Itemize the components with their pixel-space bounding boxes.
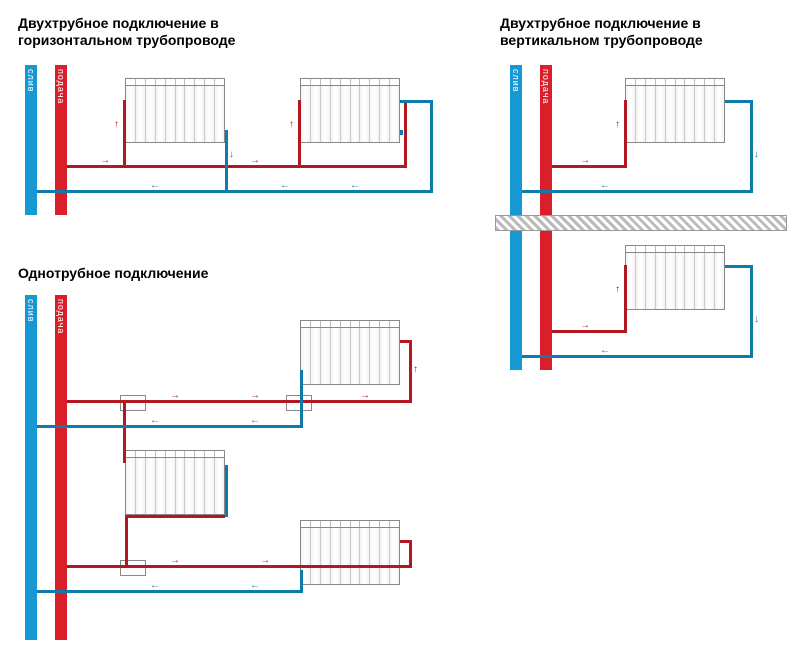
s2-arr: ← [600, 181, 610, 191]
s3-radiator-3 [300, 520, 400, 585]
s2-u-ret-h [522, 190, 752, 193]
s2-l-ret-h [522, 355, 752, 358]
s3-arr: → [260, 556, 270, 566]
s2-u-ret-top [725, 100, 753, 103]
s2-l-ret-top [725, 265, 753, 268]
s3-valve-3 [120, 560, 146, 576]
s1-radiator-2 [300, 78, 400, 143]
floor-slab [495, 215, 787, 231]
s3-radiator-2 [300, 320, 400, 385]
s2-l-sup-v [624, 265, 627, 333]
title-horizontal: Двухтрубное подключение в горизонтальном… [18, 15, 235, 49]
s3-l-sup-endtop [400, 540, 412, 543]
s3-radiator-1 [125, 450, 225, 515]
s3-u-ret-r1h [225, 465, 228, 515]
s2-arr: ← [600, 346, 610, 356]
s3-l-sup-r1 [125, 515, 128, 565]
s2-l-ret-v [750, 265, 753, 358]
s1-return-end [430, 100, 433, 193]
s1-return-r2 [400, 130, 403, 135]
s3-l-sup-rad1h [125, 515, 225, 518]
s3-arr: → [170, 556, 180, 566]
s1-return-top [400, 100, 433, 103]
s1-arr: → [100, 156, 110, 166]
s2-arr: → [580, 156, 590, 166]
s3-arr: ← [250, 581, 260, 591]
s2-arr: ↓ [754, 315, 759, 325]
s2-arr: ↑ [615, 285, 620, 295]
s3-u-ret-h [37, 425, 302, 428]
s2-supply-label: подача [541, 69, 551, 104]
s1-arr: ↑ [114, 120, 119, 130]
s3-return-label: слив [26, 299, 36, 323]
s3-u-sup-r2top [400, 340, 412, 343]
s3-arr: → [360, 391, 370, 401]
s3-l-ret-v [300, 570, 303, 593]
s3-arr: ↑ [413, 365, 418, 375]
s3-l-ret-h [37, 590, 302, 593]
s1-radiator-1 [125, 78, 225, 143]
s3-link [225, 512, 228, 517]
s3-arr: → [170, 391, 180, 401]
s3-arr: ← [250, 416, 260, 426]
s1-return-label: слив [26, 69, 36, 93]
s2-arr: ↑ [615, 120, 620, 130]
s1-arr: → [250, 156, 260, 166]
s1-arr: ← [150, 181, 160, 191]
s1-arr: ← [280, 181, 290, 191]
s1-arr: ↓ [229, 150, 234, 160]
title-single: Однотрубное подключение [18, 265, 208, 282]
s1-supply-h [67, 165, 407, 168]
s2-arr: ↓ [754, 150, 759, 160]
s3-u-sup-r1 [123, 403, 126, 463]
s2-radiator-2 [625, 245, 725, 310]
s3-arr: ← [150, 581, 160, 591]
s3-u-ret-r2 [300, 370, 303, 428]
s3-l-sup-end [409, 540, 412, 568]
s3-arr: ← [150, 416, 160, 426]
s3-l-sup-h [67, 565, 412, 568]
s3-supply-main: подача [55, 295, 67, 640]
s1-supply-r2 [298, 100, 301, 168]
s3-supply-label: подача [56, 299, 66, 334]
s1-arr: ← [350, 181, 360, 191]
s3-u-sup-r2end [409, 340, 412, 403]
s2-u-sup-v [624, 100, 627, 168]
s2-u-ret-v [750, 100, 753, 193]
s3-arr: → [250, 391, 260, 401]
s1-return-r1 [225, 130, 228, 192]
s3-valve-2 [286, 395, 312, 411]
s2-radiator-1 [625, 78, 725, 143]
s1-return-h [37, 190, 432, 193]
s1-supply-r1 [123, 100, 126, 168]
s1-arr: ↑ [289, 120, 294, 130]
title-vertical: Двухтрубное подключение в вертикальном т… [500, 15, 703, 49]
s3-return-main: слив [25, 295, 37, 640]
s2-arr: → [580, 321, 590, 331]
s1-supply-end [404, 100, 407, 168]
s1-return-main: слив [25, 65, 37, 215]
s2-return-label: слив [511, 69, 521, 93]
s1-supply-label: подача [56, 69, 66, 104]
